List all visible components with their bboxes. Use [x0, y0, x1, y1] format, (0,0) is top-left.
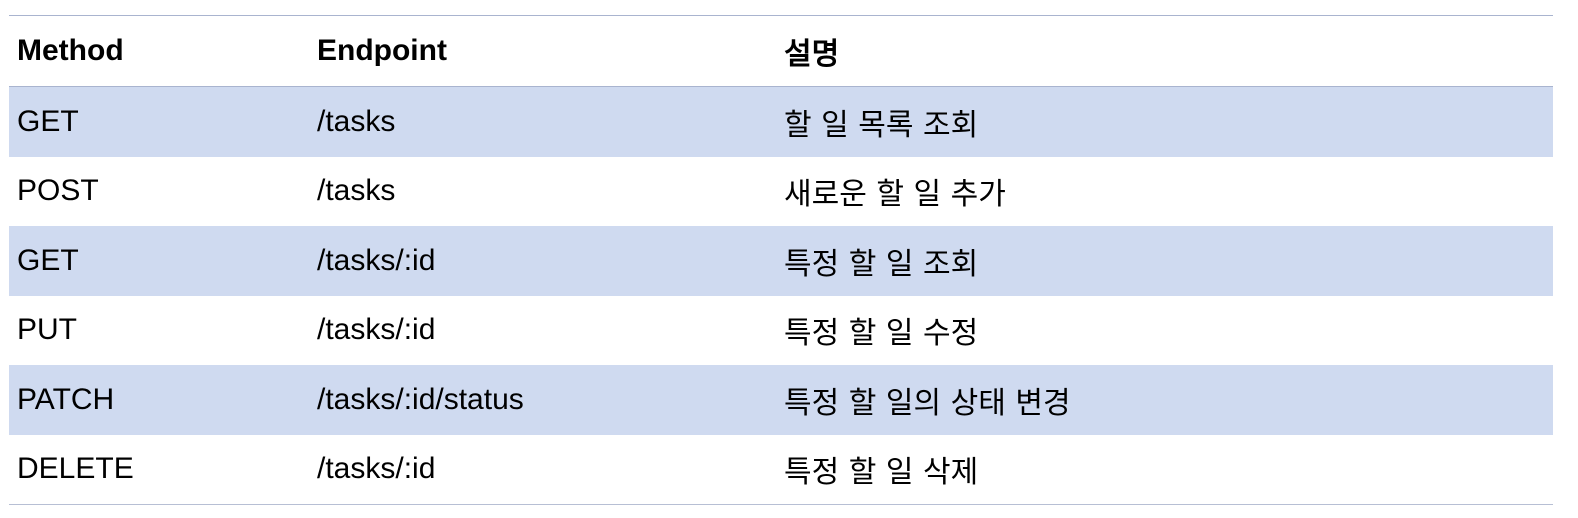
header-endpoint: Endpoint	[317, 34, 447, 67]
table-top-rule	[9, 15, 1553, 16]
table-bottom-rule	[9, 504, 1553, 505]
table-row: POST /tasks 새로운 할 일 추가	[9, 157, 1553, 227]
method-cell: DELETE	[17, 452, 134, 486]
description-cell: 새로운 할 일 추가	[784, 177, 1006, 213]
method-cell: GET	[17, 104, 79, 138]
api-endpoints-table: Method Endpoint 설명 GET /tasks 할 일 목록 조회 …	[9, 15, 1553, 505]
description-cell: 특정 할 일의 상태 변경	[784, 385, 1071, 421]
table-row: PUT /tasks/:id 특정 할 일 수정	[9, 296, 1553, 366]
method-cell: PUT	[17, 313, 77, 347]
table-header-rule	[9, 86, 1553, 87]
header-description: 설명	[784, 37, 840, 72]
method-cell: POST	[17, 174, 99, 208]
table-row: GET /tasks/:id 특정 할 일 조회	[9, 226, 1553, 296]
header-method: Method	[17, 34, 124, 67]
endpoint-cell: /tasks	[317, 174, 396, 208]
method-cell: PATCH	[17, 382, 115, 416]
table-row: DELETE /tasks/:id 특정 할 일 삭제	[9, 435, 1553, 505]
endpoint-cell: /tasks/:id/status	[317, 382, 524, 416]
table-row: PATCH /tasks/:id/status 특정 할 일의 상태 변경	[9, 365, 1553, 435]
description-cell: 특정 할 일 조회	[784, 246, 979, 282]
endpoint-cell: /tasks/:id	[317, 313, 436, 347]
description-cell: 특정 할 일 수정	[784, 316, 979, 352]
description-cell: 할 일 목록 조회	[784, 107, 979, 143]
endpoint-cell: /tasks/:id	[317, 452, 436, 486]
method-cell: GET	[17, 243, 79, 277]
endpoint-cell: /tasks	[317, 104, 396, 138]
endpoint-cell: /tasks/:id	[317, 243, 436, 277]
description-cell: 특정 할 일 삭제	[784, 455, 979, 491]
table-row: GET /tasks 할 일 목록 조회	[9, 87, 1553, 157]
table-header-row: Method Endpoint 설명	[9, 16, 1553, 86]
